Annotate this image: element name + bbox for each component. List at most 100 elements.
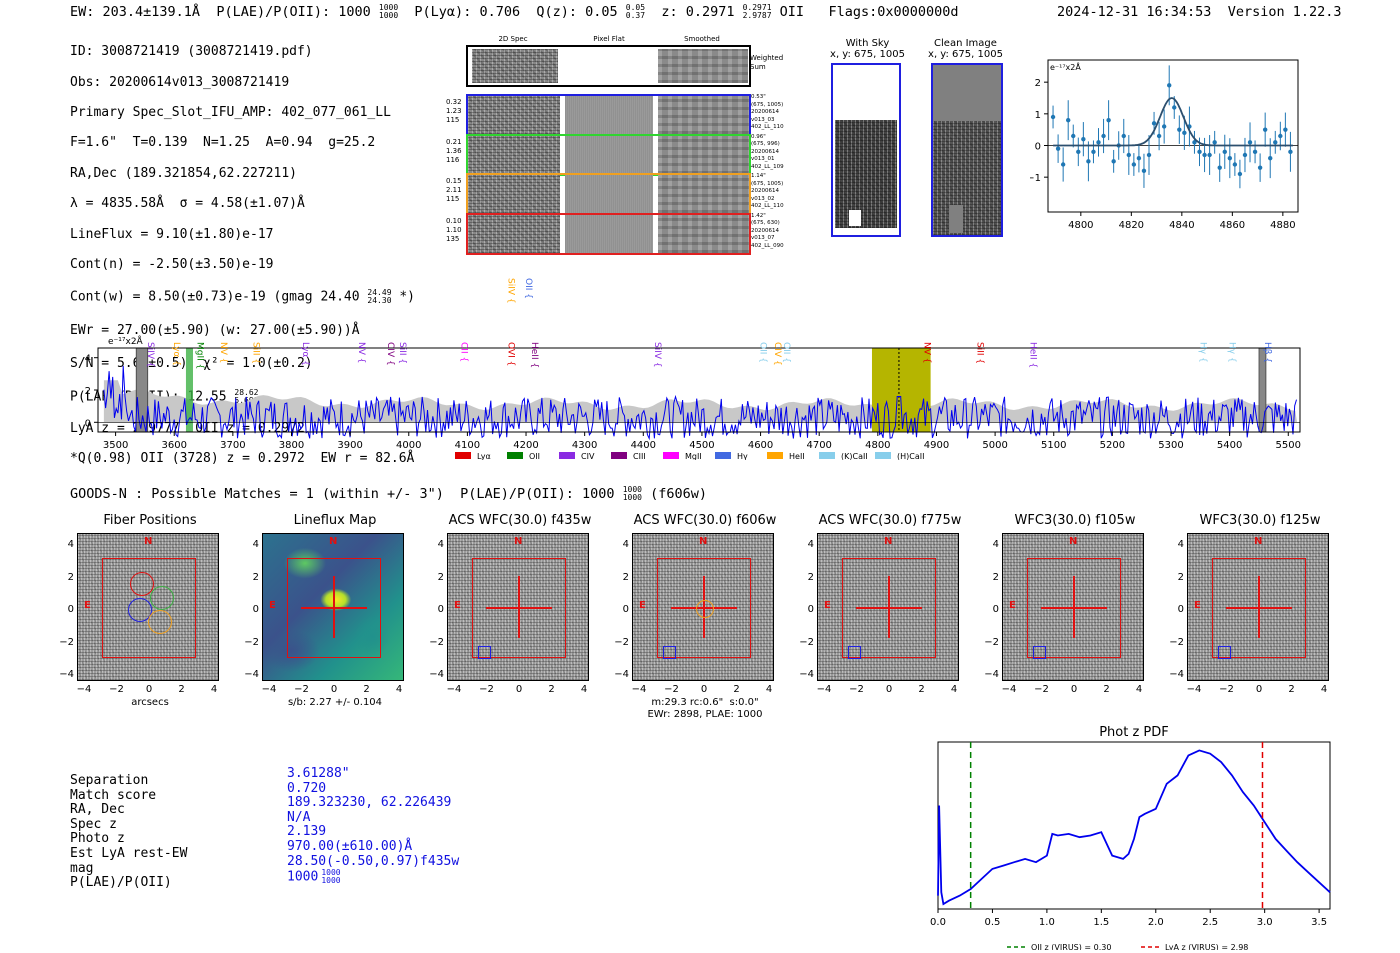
cutout-2d-2 <box>468 135 560 174</box>
match-labels: Separation Match score RA, Dec Spec z Photo … <box>70 773 187 891</box>
z-line: OII <box>779 4 805 20</box>
spectrum-xtick-label: 4600 <box>748 440 773 451</box>
fit-xtick-label: 4880 <box>1270 220 1295 231</box>
cutout-right-4: 1.42" (675, 630) 20200614 v013_07 402_LL… <box>751 212 784 249</box>
fiber-circle-3 <box>128 598 152 622</box>
info-radec: RA,Dec (189.321854,62.227211) <box>70 165 297 181</box>
photz-xtick-label: 2.5 <box>1202 917 1218 928</box>
stamp-aperture-1 <box>102 558 196 658</box>
version: Version 1.22.3 <box>1227 4 1342 20</box>
cutout-left-1: 0.32 1.23 115 <box>446 98 462 124</box>
legend-swatch <box>559 452 575 459</box>
flags: Flags:0x0000000d <box>828 4 959 20</box>
match-label-3: RA, Dec <box>70 802 125 818</box>
full-spectrum-plot: 0 2 4 3500 3600 3700 3800 3900 4000 4100 4200 4300 4… <box>85 278 1301 460</box>
stamp-ytick-2: 2 <box>252 571 259 583</box>
spectrum-line-label-upper: SiIV { <box>505 278 515 304</box>
stamp-ytick-6: 2 <box>992 571 999 583</box>
stamp-xtick-6: −4 <box>1001 684 1017 695</box>
stamp-ytick-2: −4 <box>244 669 259 680</box>
photz-xtick-label: 0.5 <box>984 917 1000 928</box>
info-q: *Q(0.98) OII (3728) z = 0.2972 EW r = 82… <box>70 451 415 467</box>
match-label-7: mag <box>70 860 94 876</box>
spectrum-line-label-upper: OII { <box>523 278 533 299</box>
fit-data-point <box>1156 133 1162 139</box>
fit-data-point <box>1268 155 1273 161</box>
spectrum-unit-label: e⁻¹⁷x2Å <box>108 335 144 347</box>
fit-data-point <box>1232 162 1238 167</box>
stamp-xtick-4: −2 <box>664 684 679 695</box>
info-block: ID: 3008721419 (3008721419.pdf) Obs: 202… <box>70 29 415 481</box>
legend-label: Hγ <box>737 452 748 460</box>
compass-north-3: N <box>514 536 523 547</box>
cutout-smooth-2 <box>658 135 749 174</box>
stamp-xtick-1: 4 <box>210 684 218 695</box>
spectrum-xtick-label: 5400 <box>1217 440 1242 451</box>
stamp-xtick-2: 2 <box>363 684 370 695</box>
fit-data-point <box>1182 130 1187 136</box>
spectrum-xtick-label: 4700 <box>806 440 831 451</box>
cutout-2d-4 <box>468 214 560 253</box>
photz-xtick-label: 1.0 <box>1039 917 1055 928</box>
cutout-flat-2 <box>565 135 653 174</box>
stamp-ytick-5: −2 <box>799 636 814 648</box>
stamp-ytick-1: −2 <box>59 636 74 648</box>
spectrum-xtick-label: 4900 <box>924 440 949 451</box>
stamp-ytick-5: 2 <box>807 571 814 583</box>
cutout-row-4 <box>466 212 751 255</box>
compass-north-4: N <box>699 536 708 547</box>
fit-data-point <box>1177 127 1182 132</box>
stamp-title-1: Fiber Positions <box>103 513 197 528</box>
cutout-left-3: 0.15 2.11 115 <box>446 177 462 203</box>
weighted-smooth <box>658 49 748 83</box>
spectrum-line-window <box>871 348 931 432</box>
clean-image-noise <box>933 121 1001 235</box>
spectrum-xtick-label: 5100 <box>1041 440 1066 451</box>
fit-data-point <box>1076 149 1081 155</box>
cutout-2d-1 <box>468 96 560 134</box>
spectrum-line-label: SiII { <box>250 342 260 364</box>
cutout-flat-4 <box>565 214 653 253</box>
spectrum-line-label: Lyα { <box>300 342 310 366</box>
stamp-xtick-2: −4 <box>261 684 277 695</box>
legend-swatch <box>611 452 627 459</box>
legend-label: OII <box>529 452 540 460</box>
fiber-circle-1 <box>130 572 154 596</box>
spectrum-line-label: NV { <box>922 342 932 363</box>
match-value-3: 189.323230, 62.226439 <box>287 795 452 811</box>
legend-swatch <box>455 452 471 459</box>
fit-data-point <box>1252 149 1258 155</box>
weighted-sum-label: Weighted Sum <box>750 54 784 71</box>
spectrum-line-label: OII { <box>758 342 768 363</box>
cutout-2d-3 <box>468 175 560 213</box>
fit-data-point <box>1212 140 1217 145</box>
photz-xtick-label: 3.0 <box>1257 917 1273 928</box>
fit-data-point <box>1121 133 1126 139</box>
spectrum-line-label: OII { <box>781 342 791 363</box>
cutout-flat-3 <box>565 175 653 213</box>
stamp-ytick-3: −4 <box>429 669 444 680</box>
cutout-flat-1 <box>565 96 653 134</box>
match-value-8: 1000 1000 1000 <box>287 868 341 886</box>
cutout-smooth-1 <box>658 96 749 134</box>
stamp-xtick-7: −2 <box>1219 684 1234 695</box>
stamp-xtick-4: −4 <box>631 684 647 695</box>
fit-data-point <box>1227 155 1233 161</box>
spectrum-xtick-label: 5200 <box>1100 440 1125 451</box>
stamp-xtick-3: 0 <box>515 684 523 695</box>
fit-data-point <box>1066 117 1071 123</box>
fit-data-point <box>1060 162 1066 167</box>
fit-data-point <box>1167 83 1172 88</box>
stamp-title-2: Lineflux Map <box>293 513 377 528</box>
weighted-2d <box>472 49 558 83</box>
stamp-xtick-6: 4 <box>1135 684 1143 695</box>
with-sky-gap <box>849 210 861 226</box>
info-contn: Cont(n) = -2.50(±3.50)e-19 <box>70 257 274 273</box>
compass-north-7: N <box>1254 536 1263 547</box>
spectrum-xtick-label: 4200 <box>513 440 538 451</box>
stamp-ytick-4: −2 <box>614 636 629 648</box>
legend-swatch <box>875 452 891 459</box>
photz-xtick-label: 3.5 <box>1311 917 1327 928</box>
fit-data-point <box>1242 152 1248 158</box>
